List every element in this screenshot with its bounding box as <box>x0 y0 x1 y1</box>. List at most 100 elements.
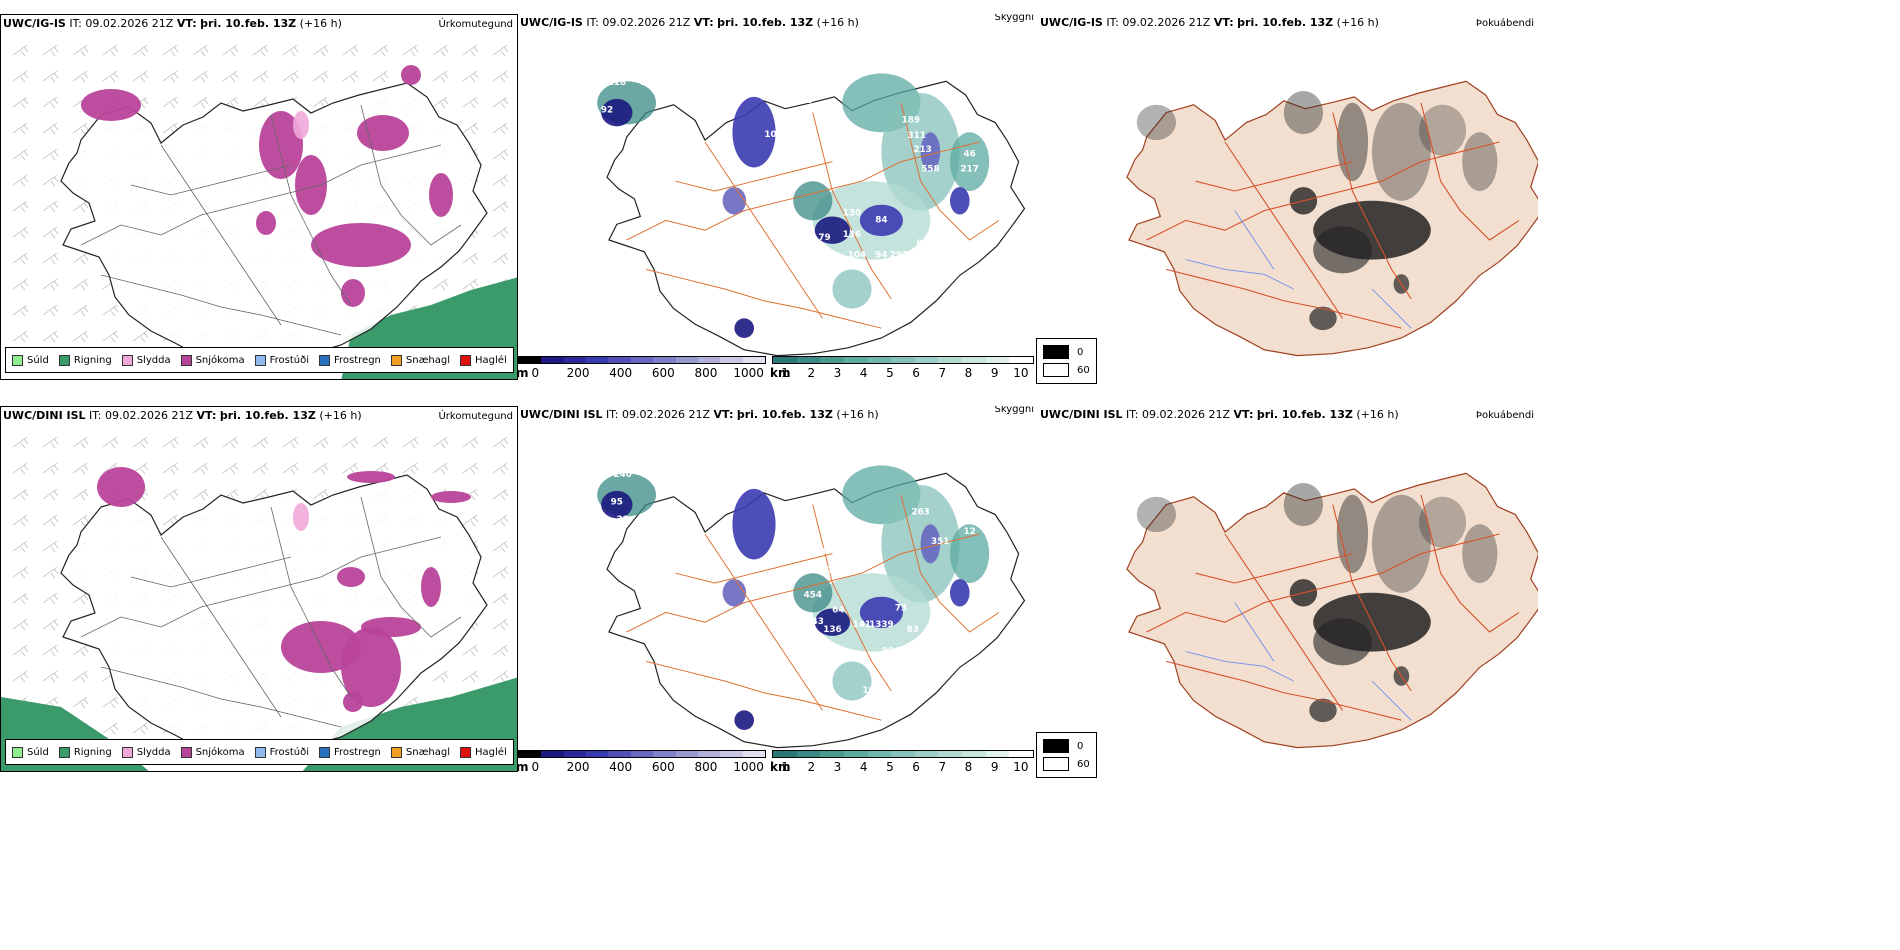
wind-barb <box>462 436 479 449</box>
fog-legend-swatch <box>1043 345 1069 359</box>
visibility-value-label: 12 <box>650 470 662 480</box>
colorbar-segment <box>675 751 698 757</box>
legend-swatch <box>390 354 402 366</box>
fog-area <box>1313 618 1372 666</box>
road-line <box>1420 494 1520 633</box>
road-line <box>675 161 833 192</box>
colorbar-tick: 2 <box>807 760 816 774</box>
colorbar-segment <box>773 751 797 757</box>
legend-label: Haglél <box>475 354 507 366</box>
legend-label: Slydda <box>136 746 171 758</box>
visibility-unit: km <box>770 366 791 380</box>
wind-barb <box>72 200 89 213</box>
road-line <box>646 660 882 721</box>
wind-barb <box>252 44 269 57</box>
legend-item: Frostregn <box>319 746 381 758</box>
wind-barb <box>492 122 509 135</box>
visibility-value-label: 558 <box>921 164 939 174</box>
wind-barb <box>12 618 29 631</box>
wind-barb <box>462 122 479 135</box>
visibility-colorbar-2: 1 2 3 4 5 6 7 8 9 10 km <box>770 750 1034 774</box>
wind-barb <box>42 488 59 501</box>
wind-barb <box>12 200 29 213</box>
wind-barb <box>492 540 509 553</box>
visibility-panel-1: UWC/IG-IS IT: 09.02.2026 21Z VT: þri. 10… <box>518 14 1038 380</box>
fog-area <box>1309 698 1337 723</box>
colorbar-segment <box>773 357 797 363</box>
visibility-value-label: 105 <box>774 113 792 123</box>
wind-barb <box>252 436 269 449</box>
road-line <box>100 666 342 728</box>
colorbar-segment <box>938 751 963 757</box>
panel-product-title: Úrkomutegund <box>438 19 513 30</box>
fog-area <box>1462 524 1498 583</box>
colorbar-segment <box>608 751 631 757</box>
visibility-value-label: 80 <box>916 239 928 249</box>
colorbar-segment <box>675 357 698 363</box>
visibility-value-label: 104 <box>848 251 866 261</box>
visibility-colorbar-1: 1 2 3 4 5 6 7 8 9 10 km <box>770 356 1034 380</box>
visibility-value-label: 130 <box>843 209 861 219</box>
colorbar-segment <box>541 751 564 757</box>
fog-area <box>1419 104 1467 156</box>
wind-barb <box>12 278 29 291</box>
colorbar-segment <box>985 357 1010 363</box>
wind-barb <box>432 278 449 291</box>
road-line <box>130 164 292 196</box>
low-visibility-area <box>832 661 872 701</box>
wind-barb <box>42 670 59 683</box>
visibility-value-label: 91 <box>787 155 799 165</box>
wind-barb <box>12 592 29 605</box>
wind-barb <box>12 514 29 527</box>
fog-overlay <box>1136 483 1520 723</box>
wind-barb <box>102 722 119 735</box>
visibility-value-label: 84 <box>875 215 887 225</box>
visibility-value-label: 85 <box>795 135 807 145</box>
wind-barb <box>42 462 59 475</box>
legend-label: Snæhagl <box>405 746 451 758</box>
wind-barb <box>432 436 449 449</box>
colorbar-tick: 5 <box>886 760 894 774</box>
wind-barb <box>492 252 509 265</box>
wind-barb <box>102 696 119 709</box>
colorbar-tick: 8 <box>964 366 973 380</box>
visibility-value-label: 79 <box>816 108 828 118</box>
low-ceiling-area <box>601 98 633 127</box>
panel-title: UWC/DINI ISL IT: 09.02.2026 21Z VT: þri.… <box>3 409 362 422</box>
fog-legend-2: 0 60 <box>1036 732 1097 778</box>
visibility-value-label: 39 <box>617 515 629 525</box>
legend-item: Frostúði <box>254 354 309 366</box>
panel-product-title: Skyggni <box>994 406 1034 415</box>
wind-barb <box>12 252 29 265</box>
visibility-map: 218 92 92 102 79 105 106 85 152 91 151 138 189 311 213… <box>597 73 1026 357</box>
snow-area <box>81 89 141 121</box>
wind-barb <box>492 618 509 631</box>
low-ceiling-area <box>722 187 747 215</box>
wind-barb <box>12 670 29 683</box>
visibility-value-label: 68 <box>777 527 789 537</box>
fog-panel-2: UWC/DINI ISL IT: 09.02.2026 21Z VT: þri.… <box>1038 406 1538 772</box>
legend-swatch <box>460 354 472 366</box>
snow-area <box>341 627 401 707</box>
ceiling-colorbar-1: 0 200 400 600 800 1000 m <box>516 356 766 380</box>
road-line <box>646 268 882 329</box>
wind-barb <box>12 644 29 657</box>
wind-barb <box>342 462 359 475</box>
wind-barb <box>72 252 89 265</box>
visibility-value-label: 83 <box>907 625 919 635</box>
wind-barb <box>162 436 179 449</box>
low-ceiling-area <box>814 216 851 244</box>
legend-swatch <box>319 354 330 366</box>
snow-area <box>361 617 421 637</box>
colorbar-tick: 600 <box>651 366 675 380</box>
fog-legend-label: 0 <box>1077 346 1084 358</box>
wind-barb <box>282 436 299 449</box>
sleet-area <box>293 503 309 531</box>
wind-barb <box>432 670 449 683</box>
low-ceiling-area <box>950 579 970 607</box>
wind-barb <box>222 70 239 83</box>
wind-barb <box>492 174 509 187</box>
low-ceiling-area <box>920 132 941 172</box>
snow-area <box>347 471 395 483</box>
low-visibility-area <box>793 181 833 221</box>
